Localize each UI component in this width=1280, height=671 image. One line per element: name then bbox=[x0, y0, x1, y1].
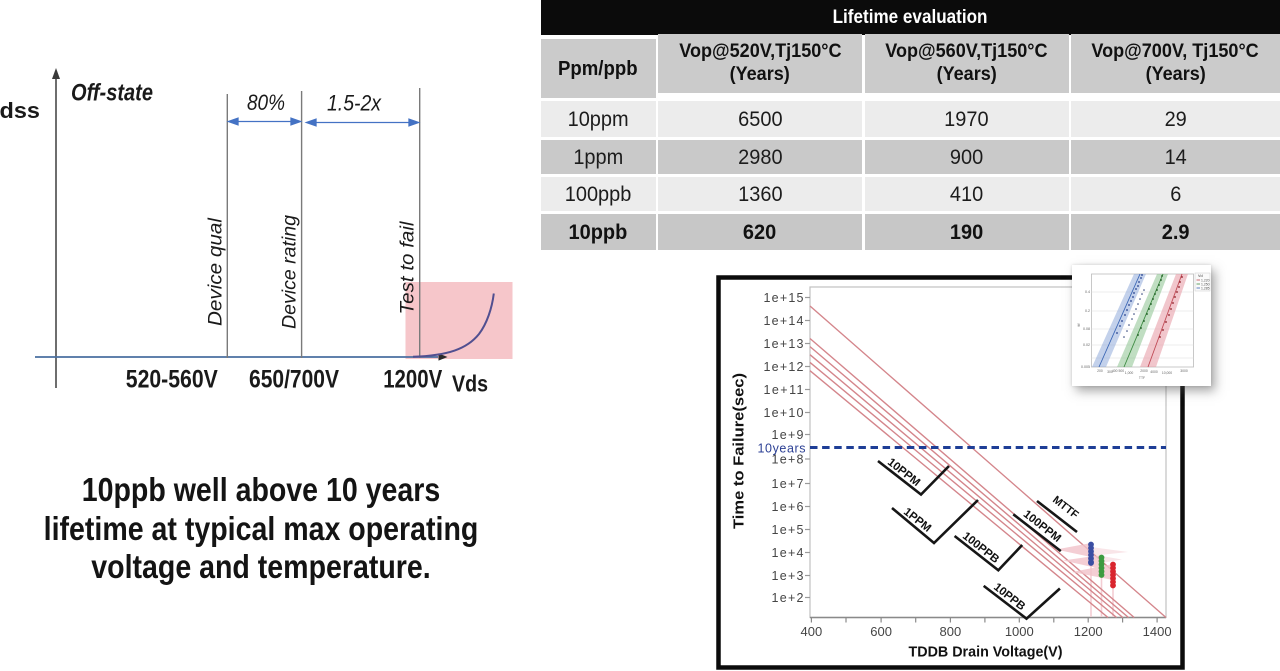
svg-text:10years: 10years bbox=[758, 442, 806, 456]
svg-text:1e+7: 1e+7 bbox=[772, 477, 804, 491]
svg-text:Test to fail: Test to fail bbox=[398, 221, 419, 315]
svg-text:ttf: ttf bbox=[1077, 324, 1081, 327]
svg-text:1e+11: 1e+11 bbox=[764, 383, 804, 397]
svg-text:600: 600 bbox=[870, 624, 892, 639]
svg-text:Device rating: Device rating bbox=[280, 215, 301, 329]
svg-text:1e+5: 1e+5 bbox=[772, 523, 804, 537]
svg-text:Vd: Vd bbox=[1198, 274, 1203, 278]
svg-text:0.2: 0.2 bbox=[1085, 309, 1090, 313]
svg-text:1e+4: 1e+4 bbox=[772, 546, 804, 560]
svg-text:1e+9: 1e+9 bbox=[772, 428, 804, 442]
svg-text:0.005: 0.005 bbox=[1081, 365, 1090, 369]
svg-text:300: 300 bbox=[1107, 370, 1113, 374]
svg-text:1400: 1400 bbox=[1143, 624, 1172, 639]
svg-text:520-560V: 520-560V bbox=[126, 366, 218, 394]
svg-text:0.08: 0.08 bbox=[1083, 327, 1090, 331]
svg-text:1e+12: 1e+12 bbox=[764, 360, 804, 374]
svg-text:1,000: 1,000 bbox=[1125, 371, 1134, 375]
svg-text:Off-state: Off-state bbox=[71, 80, 153, 107]
svg-text:0.02: 0.02 bbox=[1083, 343, 1090, 347]
svg-text:Vds: Vds bbox=[452, 371, 488, 397]
svg-text:10,000: 10,000 bbox=[1162, 371, 1172, 375]
svg-text:1e+2: 1e+2 bbox=[772, 591, 804, 605]
svg-text:1e+8: 1e+8 bbox=[772, 452, 804, 466]
svg-text:1e+6: 1e+6 bbox=[772, 500, 804, 514]
svg-text:1.5-2x: 1.5-2x bbox=[327, 91, 382, 116]
svg-text:80%: 80% bbox=[247, 90, 285, 115]
svg-text:800: 800 bbox=[940, 624, 962, 639]
svg-text:TDDB Drain Voltage(V): TDDB Drain Voltage(V) bbox=[909, 644, 1063, 661]
svg-text:TTF: TTF bbox=[1139, 376, 1145, 380]
svg-text:1e+15: 1e+15 bbox=[764, 291, 804, 305]
svg-text:200: 200 bbox=[1097, 369, 1103, 373]
svg-text:1,220: 1,220 bbox=[1201, 279, 1210, 283]
svg-text:650/700V: 650/700V bbox=[249, 366, 339, 394]
svg-text:400 500: 400 500 bbox=[1112, 369, 1124, 373]
svg-text:2000: 2000 bbox=[1140, 369, 1148, 373]
svg-text:1200: 1200 bbox=[1074, 624, 1103, 639]
svg-text:1200V: 1200V bbox=[383, 366, 442, 394]
svg-text:400: 400 bbox=[801, 624, 823, 639]
svg-text:0.4: 0.4 bbox=[1085, 290, 1090, 294]
svg-text:1e+10: 1e+10 bbox=[764, 406, 804, 420]
svg-text:1,250: 1,250 bbox=[1201, 283, 1210, 287]
svg-text:1e+3: 1e+3 bbox=[772, 569, 804, 583]
svg-text:1,285: 1,285 bbox=[1201, 287, 1210, 291]
svg-text:1e+14: 1e+14 bbox=[764, 314, 804, 328]
svg-text:1000: 1000 bbox=[1005, 624, 1034, 639]
svg-text:3000: 3000 bbox=[1180, 369, 1188, 373]
svg-text:Time to Failure(sec): Time to Failure(sec) bbox=[731, 373, 748, 529]
svg-text:1e+13: 1e+13 bbox=[764, 337, 804, 351]
svg-text:Device qual: Device qual bbox=[206, 217, 227, 326]
svg-text:Idss: Idss bbox=[0, 98, 40, 123]
svg-text:4000: 4000 bbox=[1150, 370, 1158, 374]
